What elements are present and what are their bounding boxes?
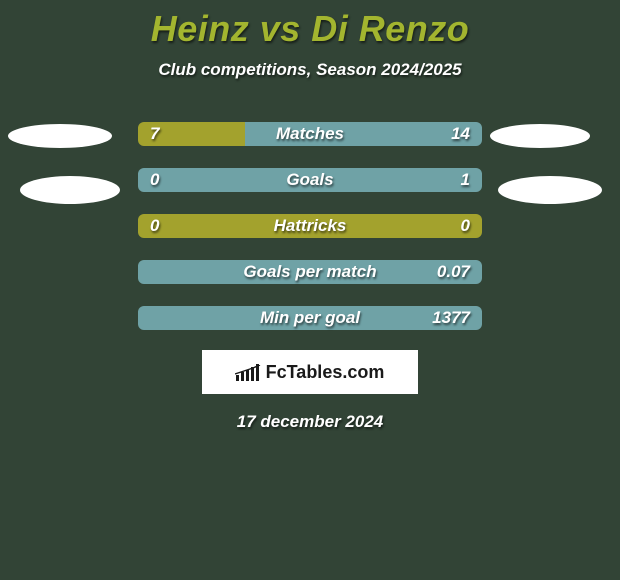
bar-chart-icon (236, 363, 260, 381)
stat-bar-right (138, 260, 482, 284)
stat-bar-left (138, 214, 482, 238)
stat-bar-right (138, 168, 482, 192)
stat-row: Matches714 (0, 122, 620, 146)
stat-row: Goals per match0.07 (0, 260, 620, 284)
stat-row: Min per goal1377 (0, 306, 620, 330)
logo-text: FcTables.com (266, 362, 385, 383)
stat-bar (138, 122, 482, 146)
stat-bar-right (245, 122, 482, 146)
stat-bar (138, 214, 482, 238)
stat-bar (138, 306, 482, 330)
fctables-logo: FcTables.com (202, 350, 418, 394)
stat-bar-left (138, 122, 245, 146)
stat-bar (138, 168, 482, 192)
stat-bar-right (138, 306, 482, 330)
page-title: Heinz vs Di Renzo (0, 0, 620, 50)
date-text: 17 december 2024 (0, 412, 620, 432)
subtitle: Club competitions, Season 2024/2025 (0, 60, 620, 80)
stat-bar (138, 260, 482, 284)
stat-rows: Matches714 Goals01 Hattricks00 Goals per ma… (0, 122, 620, 330)
stat-row: Goals01 (0, 168, 620, 192)
stat-row: Hattricks00 (0, 214, 620, 238)
comparison-infographic: Heinz vs Di Renzo Club competitions, Sea… (0, 0, 620, 580)
